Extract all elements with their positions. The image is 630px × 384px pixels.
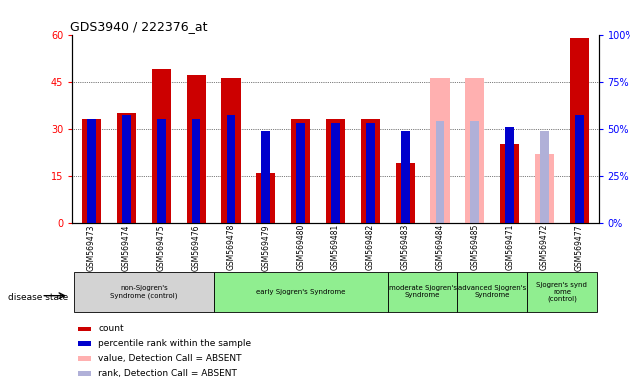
Bar bbox=[88, 119, 96, 223]
Text: percentile rank within the sample: percentile rank within the sample bbox=[98, 339, 251, 348]
Bar bbox=[505, 127, 514, 223]
Bar bbox=[186, 75, 206, 223]
Text: non-Sjogren's
Syndrome (control): non-Sjogren's Syndrome (control) bbox=[110, 285, 178, 299]
Bar bbox=[435, 121, 444, 223]
Bar bbox=[471, 121, 479, 223]
Text: GDS3940 / 222376_at: GDS3940 / 222376_at bbox=[70, 20, 207, 33]
FancyBboxPatch shape bbox=[457, 271, 527, 312]
Bar bbox=[78, 356, 91, 361]
FancyBboxPatch shape bbox=[527, 271, 597, 312]
Bar bbox=[396, 163, 415, 223]
Text: moderate Sjogren's
Syndrome: moderate Sjogren's Syndrome bbox=[389, 285, 457, 298]
Text: rank, Detection Call = ABSENT: rank, Detection Call = ABSENT bbox=[98, 369, 237, 378]
Bar bbox=[122, 116, 131, 223]
Text: advanced Sjogren's
Syndrome: advanced Sjogren's Syndrome bbox=[458, 285, 527, 298]
Bar bbox=[227, 116, 236, 223]
Bar bbox=[366, 123, 375, 223]
Bar bbox=[192, 119, 200, 223]
Bar bbox=[326, 119, 345, 223]
FancyBboxPatch shape bbox=[214, 271, 387, 312]
Bar bbox=[296, 123, 305, 223]
Bar bbox=[570, 38, 589, 223]
Bar bbox=[152, 69, 171, 223]
Bar bbox=[78, 371, 91, 376]
Text: value, Detection Call = ABSENT: value, Detection Call = ABSENT bbox=[98, 354, 242, 363]
Bar bbox=[291, 119, 310, 223]
Text: count: count bbox=[98, 324, 123, 333]
Bar bbox=[540, 131, 549, 223]
Bar bbox=[535, 154, 554, 223]
Bar bbox=[465, 78, 484, 223]
Bar bbox=[430, 78, 450, 223]
Text: disease state: disease state bbox=[8, 293, 68, 302]
Text: Sjogren's synd
rome
(control): Sjogren's synd rome (control) bbox=[537, 281, 587, 302]
Bar bbox=[82, 119, 101, 223]
Bar bbox=[500, 144, 519, 223]
Text: early Sjogren's Syndrome: early Sjogren's Syndrome bbox=[256, 289, 345, 295]
Bar bbox=[575, 116, 583, 223]
FancyBboxPatch shape bbox=[74, 271, 214, 312]
Bar bbox=[261, 131, 270, 223]
Bar bbox=[331, 123, 340, 223]
Bar bbox=[361, 119, 380, 223]
Bar bbox=[117, 113, 136, 223]
Bar bbox=[256, 172, 275, 223]
Bar bbox=[78, 341, 91, 346]
Bar bbox=[78, 326, 91, 331]
Bar bbox=[221, 78, 241, 223]
FancyBboxPatch shape bbox=[387, 271, 457, 312]
Bar bbox=[401, 131, 410, 223]
Bar bbox=[157, 119, 166, 223]
